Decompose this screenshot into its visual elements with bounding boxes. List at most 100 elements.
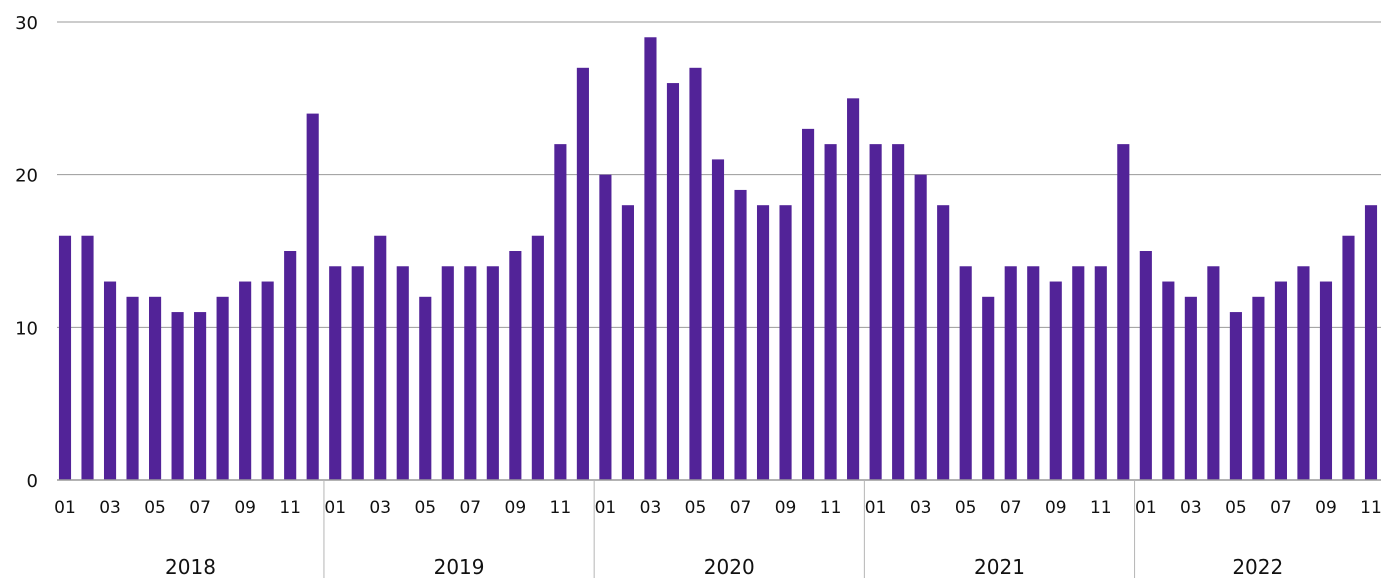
month-tick-label: 07	[459, 498, 481, 518]
bar-2018-05	[149, 296, 162, 480]
year-label-2022: 2022	[1232, 555, 1283, 578]
month-tick-label: 05	[685, 498, 707, 518]
y-tick-label: 0	[27, 471, 38, 492]
bar-2018-04	[126, 296, 139, 480]
month-tick-label: 09	[1045, 498, 1067, 518]
bar-2018-07	[194, 312, 207, 480]
month-tick-label: 07	[189, 498, 211, 518]
bar-2021-10	[1072, 266, 1085, 480]
bar-2019-05	[419, 296, 432, 480]
month-tick-label: 01	[595, 498, 617, 518]
bar-2020-05	[689, 67, 702, 481]
axes	[57, 479, 1381, 578]
bar-2018-09	[239, 281, 252, 480]
bar-2019-07	[464, 266, 477, 480]
bar-2022-08	[1297, 266, 1310, 480]
bar-2021-05	[959, 266, 972, 480]
bar-2019-03	[374, 235, 387, 480]
month-tick-label: 03	[99, 498, 121, 518]
bar-2020-01	[599, 174, 612, 481]
month-tick-label: 09	[234, 498, 256, 518]
month-tick-label: 09	[1315, 498, 1337, 518]
month-tick-label: 07	[1270, 498, 1292, 518]
bar-2021-03	[914, 174, 927, 481]
bar-2022-04	[1207, 266, 1220, 480]
month-tick-label: 11	[1090, 498, 1112, 518]
bar-2022-06	[1252, 296, 1265, 480]
month-tick-label: 09	[775, 498, 797, 518]
month-tick-label: 03	[910, 498, 932, 518]
month-tick-label: 07	[1000, 498, 1022, 518]
bar-2019-04	[396, 266, 409, 480]
bar-2022-01	[1139, 251, 1152, 480]
month-tick-label: 05	[1225, 498, 1247, 518]
bar-2022-03	[1184, 296, 1197, 480]
month-tick-label: 05	[414, 498, 436, 518]
month-tick-label: 11	[279, 498, 301, 518]
bar-2021-08	[1027, 266, 1040, 480]
bar-2019-02	[351, 266, 364, 480]
bar-2019-10	[531, 235, 544, 480]
y-tick-label: 30	[15, 13, 38, 34]
bar-2022-09	[1319, 281, 1333, 480]
bar-2020-09	[779, 205, 792, 480]
month-tick-label: 07	[730, 498, 752, 518]
bar-2021-09	[1049, 281, 1062, 480]
bar-2019-11	[554, 144, 567, 480]
bar-2019-08	[486, 266, 499, 480]
month-tick-label: 03	[640, 498, 662, 518]
bar-2020-10	[802, 128, 815, 480]
month-tick-label: 11	[1360, 498, 1382, 518]
bar-2020-04	[666, 83, 680, 480]
y-tick-label: 10	[15, 318, 38, 339]
month-tick-label: 05	[955, 498, 977, 518]
bar-2020-11	[824, 144, 837, 480]
bar-2021-01	[869, 144, 882, 480]
month-tick-label: 03	[1180, 498, 1202, 518]
bar-2018-12	[306, 113, 319, 480]
bars	[58, 37, 1378, 481]
month-tick-label: 11	[550, 498, 572, 518]
bar-2019-06	[441, 266, 454, 480]
month-tick-label: 03	[369, 498, 391, 518]
bar-2020-02	[621, 205, 634, 480]
month-tick-label: 01	[54, 498, 76, 518]
y-tick-label: 20	[15, 166, 38, 187]
bar-2022-07	[1274, 281, 1287, 480]
bar-2021-11	[1094, 266, 1107, 480]
bar-2021-07	[1004, 266, 1017, 480]
bar-2018-11	[284, 251, 297, 480]
year-label-2018: 2018	[165, 555, 216, 578]
year-label-2020: 2020	[704, 555, 755, 578]
bar-2021-04	[937, 205, 950, 480]
bar-2020-08	[756, 205, 770, 480]
bar-2018-02	[81, 235, 94, 480]
bar-2018-06	[171, 312, 184, 480]
bar-2019-01	[329, 266, 342, 480]
bar-2022-02	[1162, 281, 1175, 480]
bar-2019-12	[576, 67, 589, 481]
bar-2020-12	[847, 98, 860, 480]
year-label-2021: 2021	[974, 555, 1025, 578]
bar-2018-10	[261, 281, 274, 480]
bar-2020-03	[644, 37, 657, 481]
bar-2022-05	[1229, 312, 1242, 480]
bar-2021-12	[1117, 144, 1130, 480]
month-tick-label: 01	[1135, 498, 1157, 518]
bar-2018-01	[58, 235, 72, 480]
bar-2022-11	[1364, 205, 1378, 480]
bar-2022-10	[1342, 235, 1355, 480]
year-label-2019: 2019	[434, 555, 485, 578]
month-tick-label: 01	[324, 498, 346, 518]
month-tick-label: 01	[865, 498, 887, 518]
month-tick-label: 05	[144, 498, 166, 518]
bar-2021-02	[892, 144, 905, 480]
month-tick-label: 11	[820, 498, 842, 518]
bar-2020-07	[734, 189, 747, 480]
bar-2020-06	[711, 159, 725, 480]
bar-2019-09	[509, 251, 522, 480]
bar-2018-08	[216, 296, 229, 480]
bar-2021-06	[982, 296, 995, 480]
